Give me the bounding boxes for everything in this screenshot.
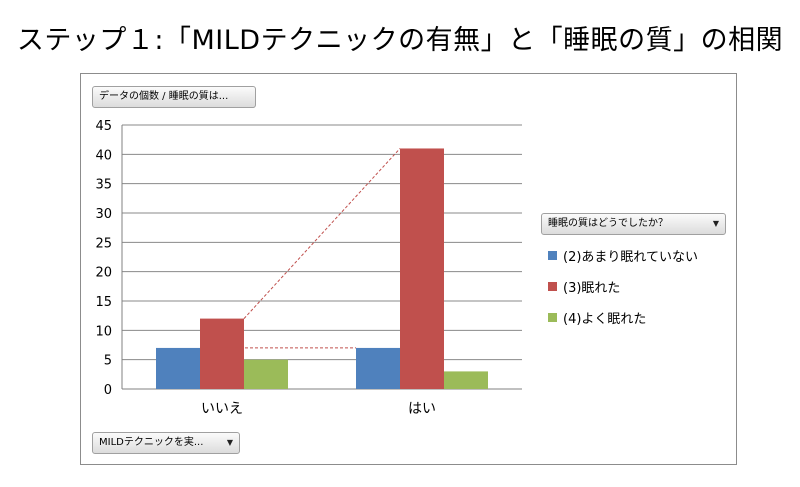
y-tick-label: 20 <box>95 266 112 281</box>
bar <box>400 148 444 389</box>
legend-field-label: 睡眠の質はどうでしたか？ <box>548 218 668 229</box>
legend-label: (3)眠れた <box>563 281 621 296</box>
bar <box>244 359 288 389</box>
values-field-button[interactable]: データの個数 / 睡眠の質は... <box>92 86 256 108</box>
legend-label: (4)よく眠れた <box>563 312 647 327</box>
legend-item: (2)あまり眠れていない <box>548 240 698 271</box>
bar <box>356 347 400 389</box>
legend-swatch <box>548 313 557 322</box>
y-tick-label: 25 <box>95 236 112 251</box>
chevron-down-icon: ▼ <box>712 219 719 228</box>
bar <box>200 318 244 389</box>
axis-field-label: MILDテクニックを実... <box>99 437 204 448</box>
x-tick-label: いいえ <box>201 401 243 417</box>
y-tick-label: 0 <box>104 383 112 398</box>
legend-item: (3)眠れた <box>548 271 698 302</box>
y-tick-label: 30 <box>95 207 112 222</box>
y-tick-label: 35 <box>95 178 112 193</box>
y-tick-label: 40 <box>95 148 112 163</box>
legend-field-button[interactable]: 睡眠の質はどうでしたか？ ▼ <box>541 213 726 235</box>
series-line <box>243 148 401 319</box>
y-tick-label: 45 <box>95 119 112 134</box>
y-tick-label: 10 <box>95 324 112 339</box>
chevron-down-icon: ▼ <box>226 438 233 447</box>
y-tick-label: 15 <box>95 295 112 310</box>
slide-title: ステップ１:「MILDテクニックの有無」と「睡眠の質」の相関 <box>16 25 784 56</box>
legend-label: (2)あまり眠れていない <box>563 250 699 265</box>
x-tick-label: はい <box>408 401 436 417</box>
legend-item: (4)よく眠れた <box>548 302 698 333</box>
chart-legend: (2)あまり眠れていない (3)眠れた (4)よく眠れた <box>548 240 698 333</box>
legend-swatch <box>548 251 557 260</box>
legend-swatch <box>548 282 557 291</box>
axis-field-button[interactable]: MILDテクニックを実... ▼ <box>92 432 240 454</box>
bar <box>444 371 488 389</box>
bar <box>156 347 200 389</box>
y-tick-label: 5 <box>104 354 112 369</box>
values-field-label: データの個数 / 睡眠の質は... <box>99 91 229 102</box>
